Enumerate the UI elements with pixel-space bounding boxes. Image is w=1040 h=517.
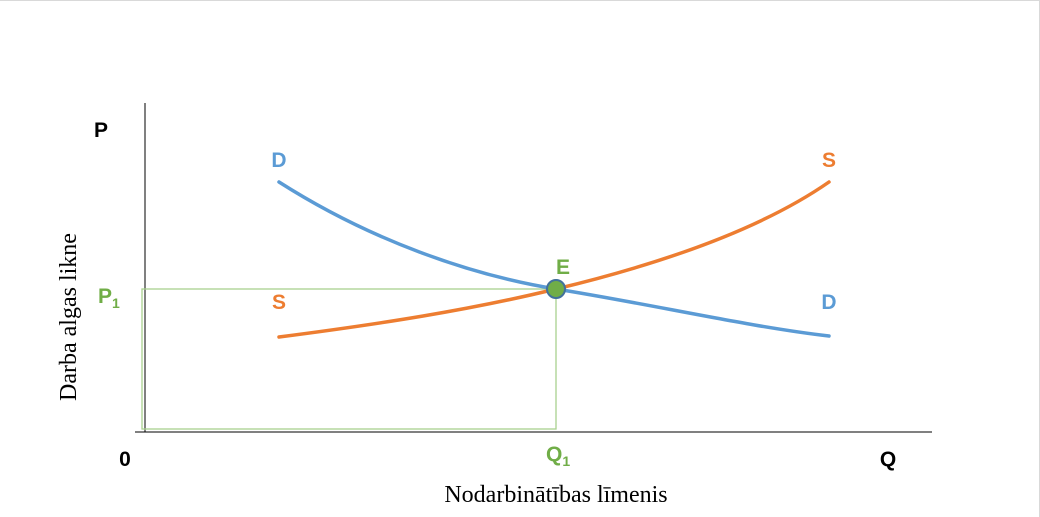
price-equilibrium-sub: 1 [112, 295, 120, 311]
quantity-equilibrium-base: Q [546, 443, 562, 466]
x-axis-title: Nodarbinātības līmenis [444, 482, 667, 508]
x-axis-end-label: Q [880, 448, 896, 471]
supply-start-label: S [272, 291, 286, 314]
quantity-equilibrium-label: Q1 [546, 443, 570, 469]
supply-end-label: S [822, 149, 836, 172]
price-equilibrium-base: P [98, 285, 112, 308]
y-axis-end-label: P [94, 119, 108, 142]
demand-end-label: D [821, 291, 836, 314]
y-axis-title: Darba algas likne [56, 233, 82, 401]
origin-label: 0 [119, 448, 131, 471]
quantity-equilibrium-sub: 1 [562, 453, 570, 469]
equilibrium-guide-box [141, 288, 557, 430]
demand-curve [277, 180, 831, 338]
supply-curve [277, 180, 831, 339]
equilibrium-label: E [556, 256, 570, 279]
demand-start-label: D [271, 149, 286, 172]
price-equilibrium-label: P1 [98, 285, 120, 311]
equilibrium-point [546, 279, 566, 299]
